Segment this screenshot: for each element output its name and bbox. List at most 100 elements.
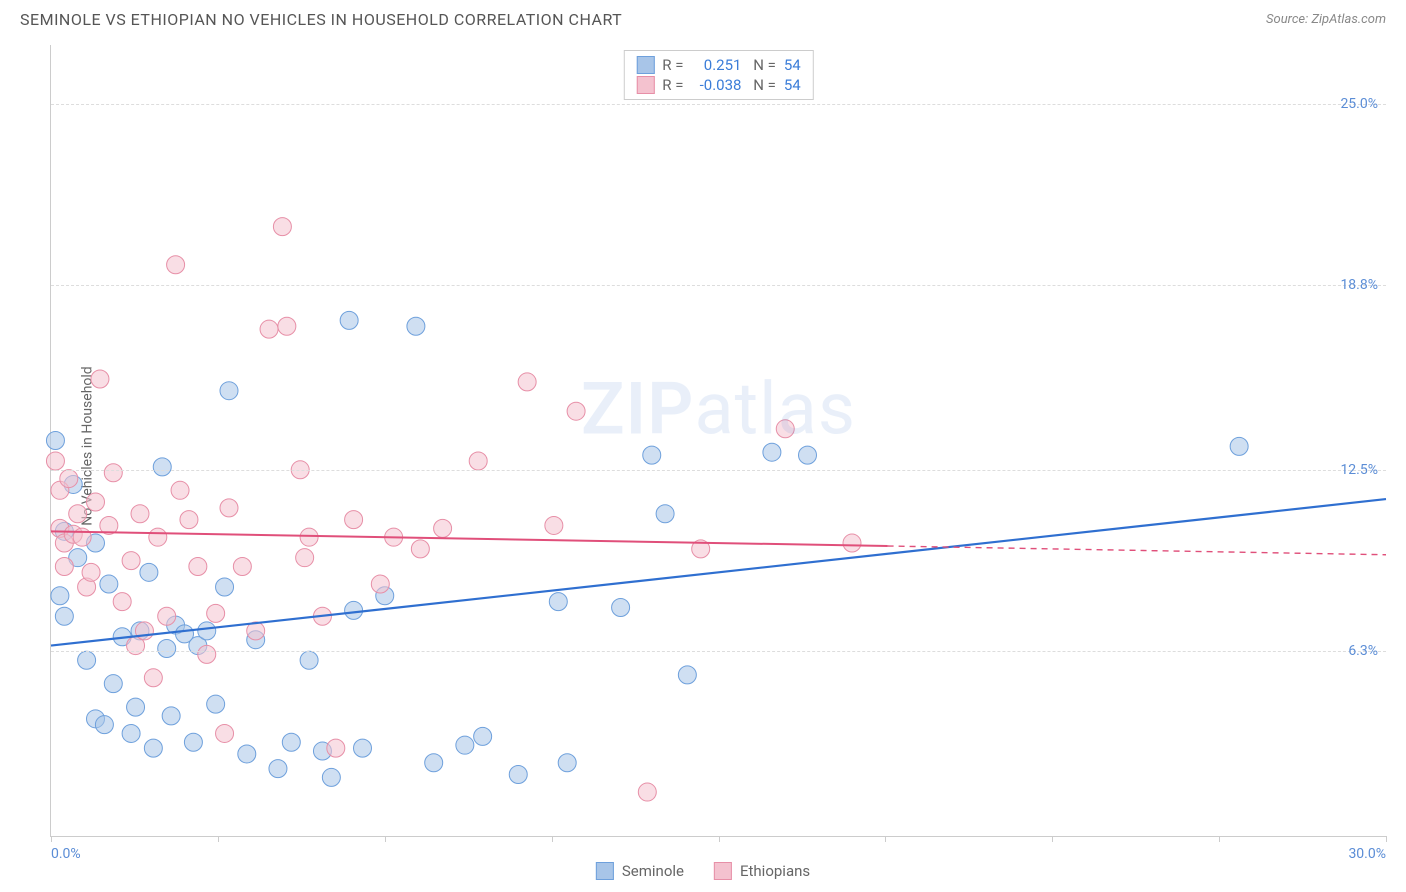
trend-line-extrapolated bbox=[888, 546, 1386, 555]
data-point bbox=[300, 528, 318, 546]
data-point bbox=[131, 505, 149, 523]
data-point bbox=[78, 651, 96, 669]
data-point bbox=[518, 373, 536, 391]
legend-label: Seminole bbox=[622, 862, 684, 880]
r-label: R = bbox=[662, 56, 683, 74]
data-point bbox=[371, 575, 389, 593]
stats-row: R =-0.038 N =54 bbox=[636, 75, 800, 95]
legend-swatch bbox=[596, 862, 614, 880]
data-point bbox=[558, 754, 576, 772]
legend-swatch bbox=[636, 56, 654, 74]
data-point bbox=[216, 724, 234, 742]
data-point bbox=[162, 707, 180, 725]
data-point bbox=[799, 446, 817, 464]
data-point bbox=[843, 534, 861, 552]
source-label: Source: bbox=[1266, 12, 1308, 27]
data-point bbox=[216, 578, 234, 596]
data-point bbox=[509, 765, 527, 783]
gridline bbox=[51, 104, 1386, 105]
data-point bbox=[763, 443, 781, 461]
chart-title: SEMINOLE VS ETHIOPIAN NO VEHICLES IN HOU… bbox=[20, 10, 622, 29]
x-tick bbox=[1386, 836, 1387, 842]
data-point bbox=[238, 745, 256, 763]
n-value: 54 bbox=[784, 56, 801, 74]
data-point bbox=[549, 593, 567, 611]
data-point bbox=[678, 666, 696, 684]
r-value: 0.251 bbox=[691, 56, 741, 74]
data-point bbox=[189, 557, 207, 575]
data-point bbox=[198, 622, 216, 640]
x-tick-label: 0.0% bbox=[51, 846, 81, 862]
x-tick bbox=[719, 836, 720, 842]
data-point bbox=[407, 317, 425, 335]
data-point bbox=[122, 552, 140, 570]
scatter-plot-svg bbox=[51, 45, 1386, 836]
data-point bbox=[113, 593, 131, 611]
data-point bbox=[643, 446, 661, 464]
data-point bbox=[233, 557, 251, 575]
data-point bbox=[220, 499, 238, 517]
data-point bbox=[345, 511, 363, 529]
data-point bbox=[340, 311, 358, 329]
y-tick-label: 18.8% bbox=[1340, 277, 1378, 293]
data-point bbox=[46, 452, 64, 470]
data-point bbox=[300, 651, 318, 669]
chart-plot-area: ZIPatlas R =0.251 N =54R =-0.038 N =54 6… bbox=[50, 45, 1386, 837]
data-point bbox=[180, 511, 198, 529]
x-tick bbox=[218, 836, 219, 842]
data-point bbox=[776, 420, 794, 438]
data-point bbox=[345, 601, 363, 619]
data-point bbox=[656, 505, 674, 523]
x-tick bbox=[1219, 836, 1220, 842]
data-point bbox=[260, 320, 278, 338]
data-point bbox=[269, 760, 287, 778]
data-point bbox=[354, 739, 372, 757]
data-point bbox=[456, 736, 474, 754]
data-point bbox=[158, 640, 176, 658]
stats-row: R =0.251 N =54 bbox=[636, 55, 800, 75]
data-point bbox=[69, 505, 87, 523]
data-point bbox=[95, 716, 113, 734]
data-point bbox=[46, 432, 64, 450]
data-point bbox=[469, 452, 487, 470]
correlation-stats-box: R =0.251 N =54R =-0.038 N =54 bbox=[623, 50, 813, 100]
data-point bbox=[322, 768, 340, 786]
data-point bbox=[60, 470, 78, 488]
data-point bbox=[149, 528, 167, 546]
data-point bbox=[425, 754, 443, 772]
data-point bbox=[434, 519, 452, 537]
data-point bbox=[158, 607, 176, 625]
x-tick bbox=[885, 836, 886, 842]
data-point bbox=[273, 218, 291, 236]
data-point bbox=[638, 783, 656, 801]
n-label: N = bbox=[749, 76, 775, 94]
data-point bbox=[567, 402, 585, 420]
r-label: R = bbox=[662, 76, 683, 94]
x-tick bbox=[1052, 836, 1053, 842]
legend-item: Ethiopians bbox=[714, 862, 810, 880]
y-tick-label: 25.0% bbox=[1340, 96, 1378, 112]
data-point bbox=[91, 370, 109, 388]
legend-label: Ethiopians bbox=[740, 862, 810, 880]
data-point bbox=[278, 317, 296, 335]
data-point bbox=[55, 557, 73, 575]
trend-line bbox=[51, 499, 1386, 645]
data-point bbox=[144, 739, 162, 757]
data-point bbox=[282, 733, 300, 751]
y-tick-label: 6.3% bbox=[1348, 643, 1378, 659]
legend-swatch bbox=[636, 76, 654, 94]
chart-header: SEMINOLE VS ETHIOPIAN NO VEHICLES IN HOU… bbox=[0, 0, 1406, 35]
data-point bbox=[122, 724, 140, 742]
x-tick-label: 30.0% bbox=[1348, 846, 1386, 862]
y-tick-label: 12.5% bbox=[1340, 462, 1378, 478]
data-point bbox=[104, 464, 122, 482]
legend-item: Seminole bbox=[596, 862, 684, 880]
r-value: -0.038 bbox=[691, 76, 741, 94]
data-point bbox=[55, 607, 73, 625]
data-point bbox=[474, 727, 492, 745]
data-point bbox=[104, 675, 122, 693]
data-point bbox=[87, 493, 105, 511]
data-point bbox=[153, 458, 171, 476]
data-point bbox=[207, 604, 225, 622]
gridline bbox=[51, 285, 1386, 286]
